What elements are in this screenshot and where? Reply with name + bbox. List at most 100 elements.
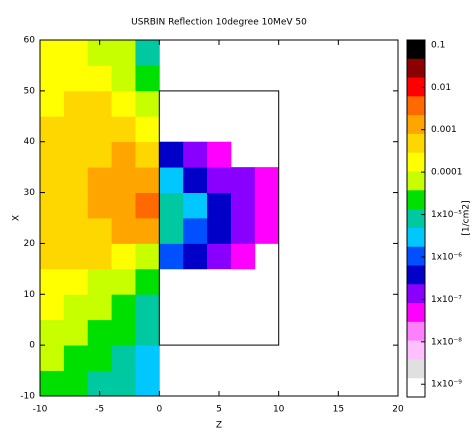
heat-cell [87,167,112,193]
heat-cell [87,90,112,117]
heat-cell [135,319,160,346]
heat-cell [135,192,160,219]
heat-cell [40,167,65,193]
heat-cell [135,294,160,321]
y-tick-label: 20 [24,239,36,249]
colorbar-band [407,58,425,78]
heat-cell [40,40,65,66]
colorbar-label: [1/cm2] [462,200,472,235]
heat-cell [63,40,89,66]
heat-cell [159,141,184,168]
y-tick-label: -10 [20,392,35,402]
colorbar-frame [406,39,426,398]
colorbar-band [407,340,425,360]
colorbar-band [407,227,425,248]
x-tick-label: 15 [333,405,344,415]
heat-cell [207,167,232,193]
colorbar-band [407,209,425,229]
colorbar-band [407,303,425,323]
heat-cell [135,370,160,397]
heat-cell [111,218,136,244]
heat-cell [40,345,65,371]
colorbar-band [407,378,425,398]
x-tick-label: 0 [156,405,162,415]
colorbar-band [407,190,425,210]
heat-cell [183,218,208,244]
heat-cell [230,218,256,244]
heat-cell [135,116,160,143]
heat-cell [87,268,112,295]
y-tick-label: 40 [24,137,36,147]
heat-cell [230,192,256,219]
geometry-outline [158,90,280,346]
heat-cell [254,218,280,244]
heat-cell [111,167,136,193]
heat-cell [40,370,65,397]
x-axis-label: Z [216,421,222,431]
heat-cell [135,218,160,244]
colorbar-band [407,115,425,135]
heat-cell [254,167,280,193]
colorbar-tick-label: 0.01 [431,83,451,93]
heat-cell [87,65,112,92]
heat-cell [207,218,232,244]
heat-cell [111,90,136,117]
y-tick-label: 30 [24,188,36,198]
heat-cell [63,370,89,397]
colorbar-tick-label: 1x10⁻⁶ [431,252,462,262]
colorbar-tick-label: 0.1 [431,40,445,50]
heat-cell [40,141,65,168]
heat-cell [87,294,112,321]
colorbar-tick-label: 1x10⁻⁵ [431,210,462,220]
colorbar-band [407,171,425,191]
heat-cell [87,345,112,371]
colorbar-band [407,96,425,116]
heat-cell [87,243,112,270]
colorbar-tick-label: 0.001 [431,125,457,135]
heat-cell [111,192,136,219]
colorbar-tick-label: 1x10⁻⁷ [431,295,462,305]
heat-cell [63,65,89,92]
heat-cell [63,345,89,371]
colorbar-tick-label: 0.0001 [431,168,463,178]
colorbar-band [407,265,425,285]
colorbar-tick-label: 1x10⁻⁹ [431,380,462,390]
x-tick-label: -5 [95,405,104,415]
x-tick-label: 20 [392,405,404,415]
heat-cell [111,116,136,143]
heat-cell [111,294,136,321]
heat-cell [230,167,256,193]
heat-cell [40,243,65,270]
heat-cell [40,65,65,92]
heat-cell [63,167,89,193]
heat-cell [111,345,136,371]
colorbar-band [407,133,425,154]
heat-cell [87,141,112,168]
heat-cell [63,218,89,244]
heat-cell [159,192,184,219]
heat-cell [40,90,65,117]
heat-cell [111,141,136,168]
heat-cell [135,243,160,270]
heat-cell [63,116,89,143]
heat-cell [207,192,232,219]
heat-cell [207,243,232,270]
x-tick-label: 5 [216,405,222,415]
heat-cell [230,243,256,270]
colorbar-tick-label: 1x10⁻⁸ [431,337,462,347]
heat-cell [135,345,160,371]
heat-cell [40,218,65,244]
colorbar-band [407,152,425,172]
heat-cell [63,243,89,270]
heat-cell [135,40,160,66]
heat-cell [111,40,136,66]
x-tick-label: 10 [273,405,285,415]
heat-cell [40,319,65,346]
heat-cell [111,243,136,270]
heat-cell [87,192,112,219]
y-tick-label: 10 [24,290,36,300]
colorbar-band [407,246,425,266]
heat-cell [207,141,232,168]
y-axis-label: X [12,215,22,221]
